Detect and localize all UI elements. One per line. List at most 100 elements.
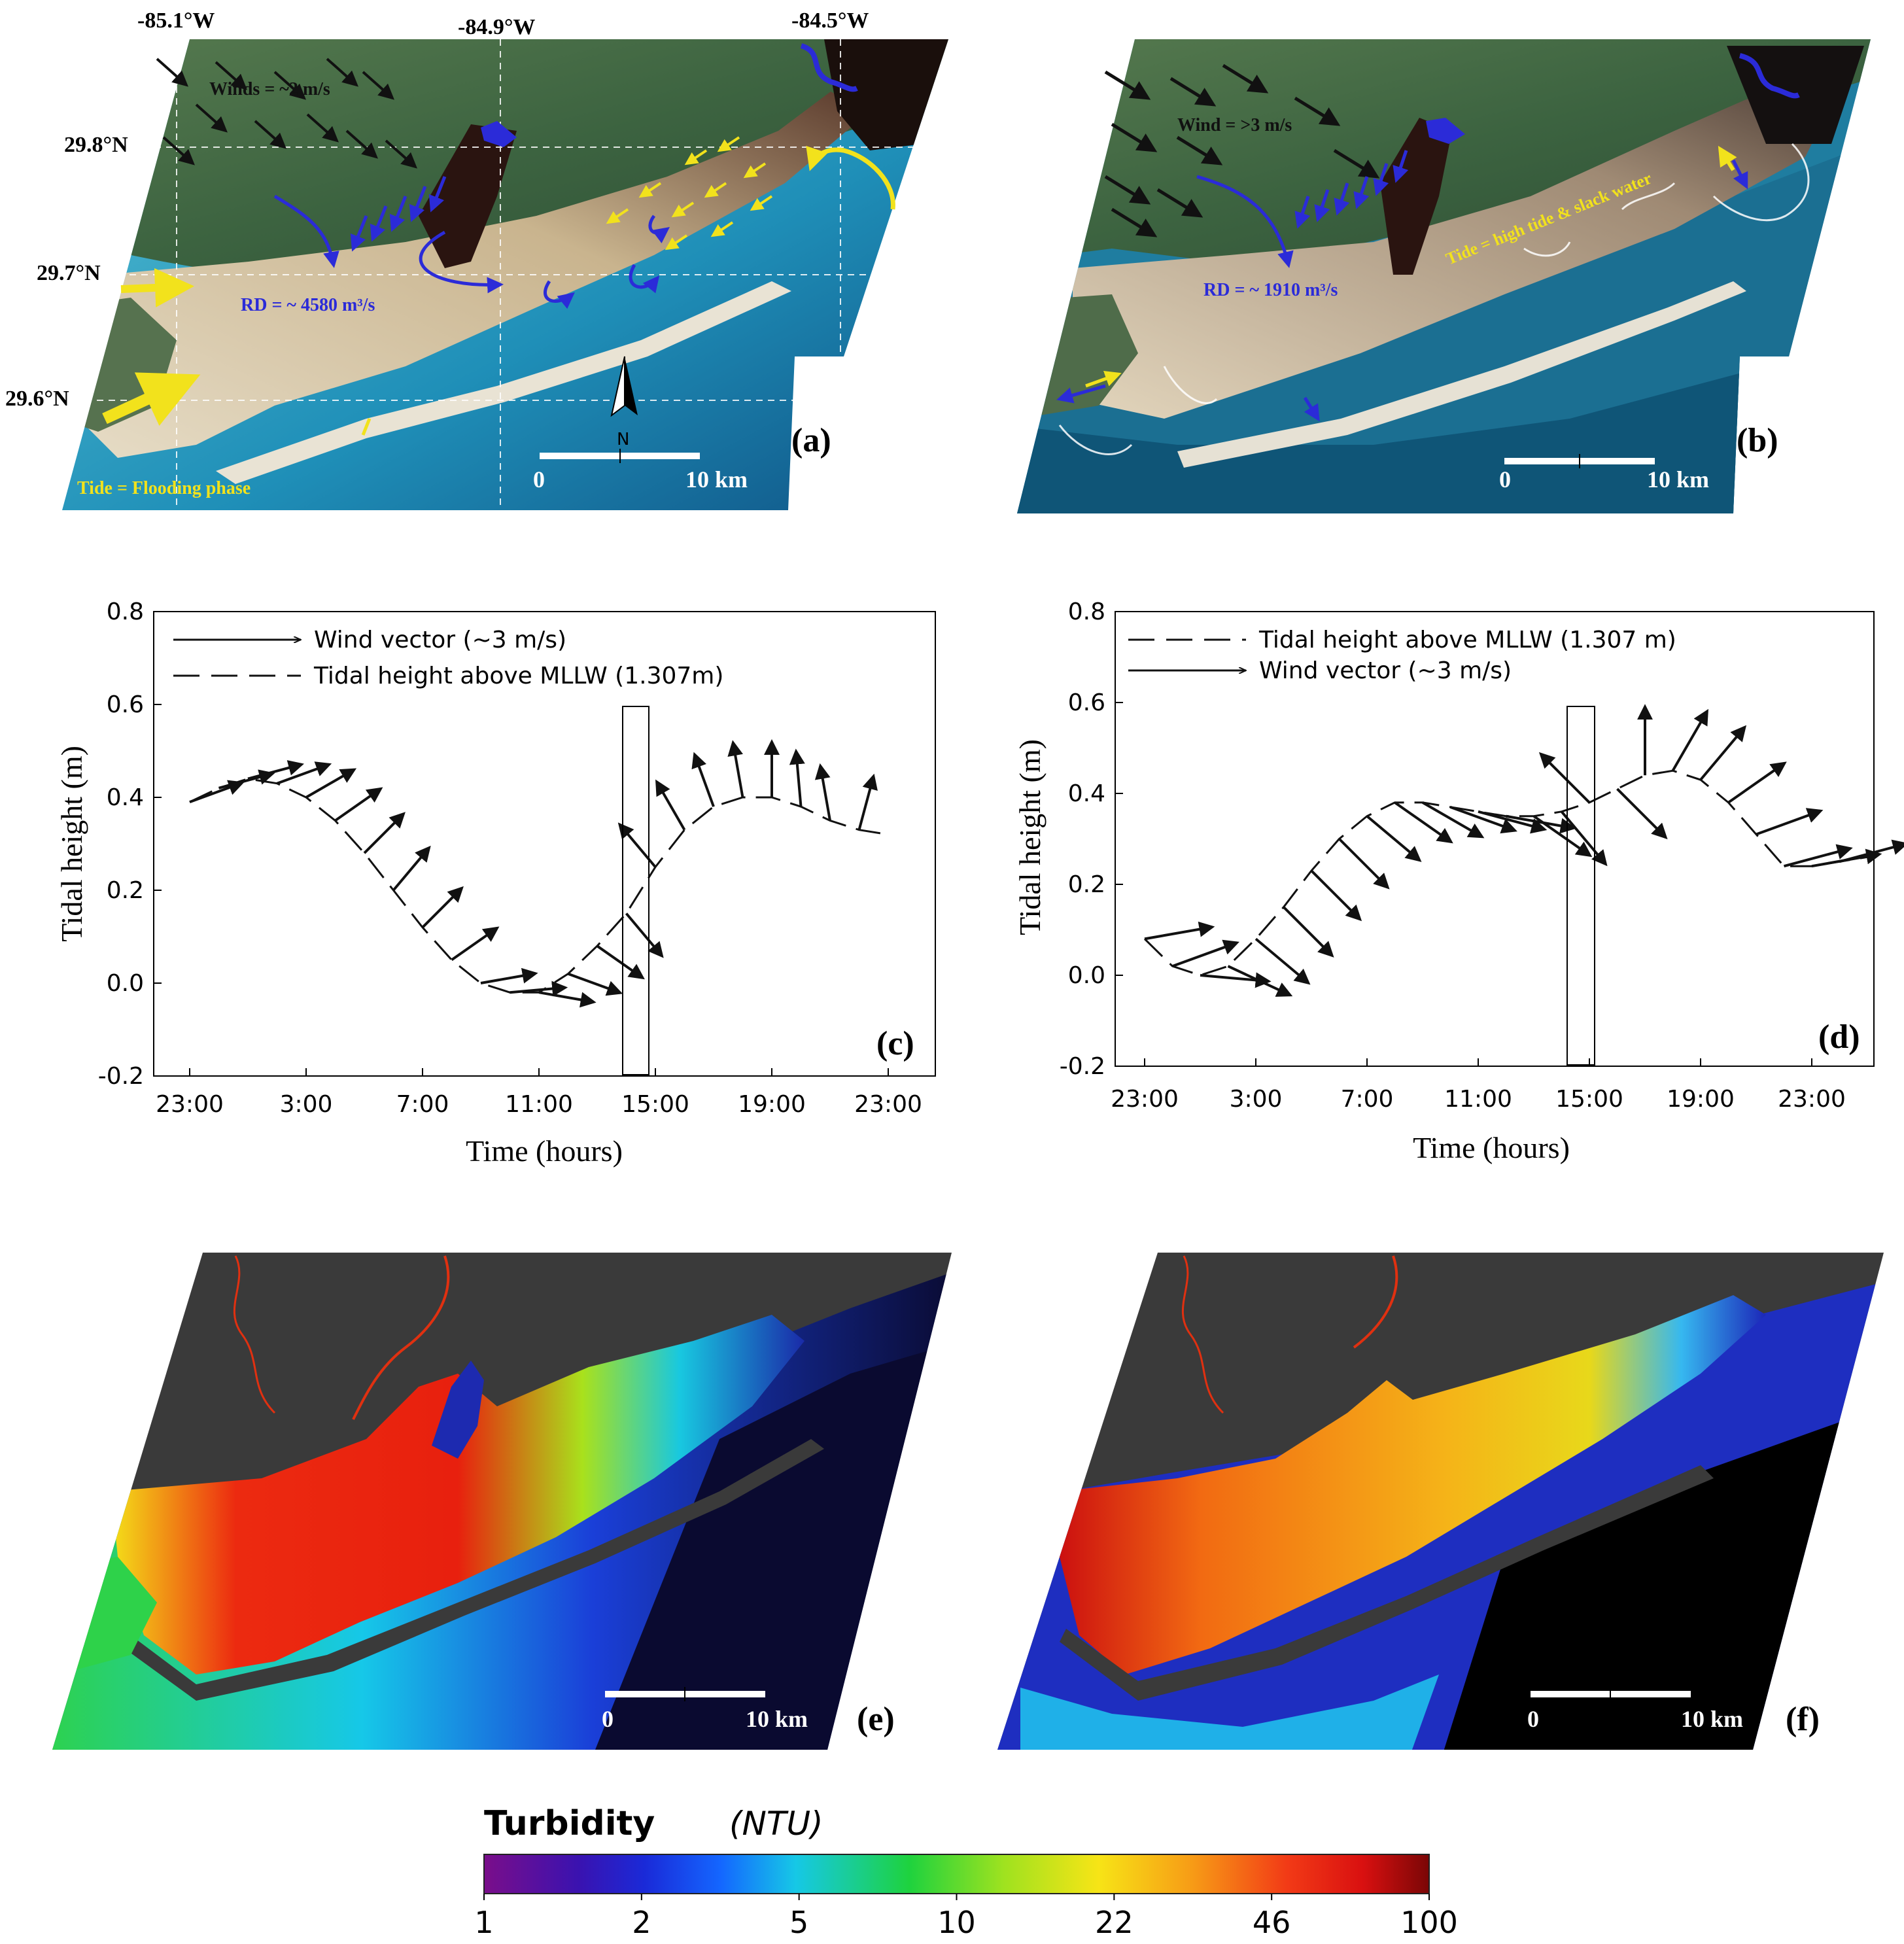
panel-a-tide-arrows <box>606 136 773 251</box>
panel-a-tide-arrow-small <box>361 418 372 436</box>
chart-c-wind-arrow <box>189 780 245 803</box>
chart-d-ytick-label: 0.0 <box>1068 962 1105 989</box>
chart-c-ytick-label: 0.8 <box>107 599 144 625</box>
chart-d-xtick-label: 15:00 <box>1555 1086 1623 1113</box>
chart-c-ylabel: Tidal height (m) <box>55 746 88 942</box>
panel-a-lat-label-2: 29.7°N <box>37 261 101 285</box>
chart-d-ylabel: Tidal height (m) <box>1013 739 1047 935</box>
chart-d-wind-arrow <box>1449 805 1517 834</box>
chart-d-highlight-box <box>1566 706 1595 1066</box>
panel-b-tide-arrow <box>1718 145 1737 171</box>
chart-d-ytick-label: 0.4 <box>1068 780 1105 807</box>
chart-c-xtick-label: 7:00 <box>396 1091 449 1118</box>
colorbar-tick-label: 22 <box>1095 1905 1134 1940</box>
panel-b-scale-end: 10 km <box>1647 466 1709 493</box>
chart-d-wind-arrow <box>1616 788 1668 840</box>
panel-b-letter: (b) <box>1737 422 1778 459</box>
panel-a-map <box>62 39 948 510</box>
panel-a-scale-start: 0 <box>533 466 545 493</box>
chart-d-wind-arrow <box>1839 839 1904 863</box>
panel-f-scale-end: 10 km <box>1681 1706 1743 1732</box>
panel-b-rd-label: RD = ~ 1910 m³/s <box>1203 280 1338 300</box>
chart-c-wind-arrow <box>625 912 664 958</box>
colorbar-tick-label: 1 <box>474 1905 493 1940</box>
chart-c-legend: Wind vector (~3 m/s) Tidal height above … <box>173 627 723 689</box>
chart-d-ticks: -0.2 0.0 0.2 0.4 0.6 0.8 23:00 3:00 7:00 11:00 15:… <box>1060 599 1846 1113</box>
chart-c-ytick-label: -0.2 <box>98 1063 144 1090</box>
chart-d-wind-arrow <box>1506 814 1576 834</box>
chart-c-highlight-box <box>622 706 649 1075</box>
panel-a-letter: (a) <box>791 422 831 459</box>
chart-d-legend: Tidal height above MLLW (1.307 m) Wind v… <box>1128 627 1676 684</box>
chart-d-wind-arrow <box>1283 906 1334 958</box>
chart-c-wind-arrow <box>480 967 538 984</box>
colorbar-ticks: 1 2 5 10 22 46 100 <box>474 1894 1458 1940</box>
panel-a-discharge-arrows <box>273 176 670 309</box>
chart-c-wind-arrow <box>727 740 744 798</box>
panel-b-river-blue <box>1426 118 1465 144</box>
colorbar-tick-label: 5 <box>789 1905 808 1940</box>
chart-d-tide-line <box>1143 769 1868 977</box>
chart-c-xtick-label: 19:00 <box>738 1091 806 1118</box>
chart-d-ytick-label: 0.2 <box>1068 871 1105 898</box>
chart-d-wind-arrow <box>1310 869 1362 922</box>
chart-c-wind-arrow <box>814 763 831 821</box>
chart-c-wind-arrow <box>363 812 406 854</box>
panel-b-plume-fronts <box>1058 143 1810 455</box>
chart-d-wind-arrow <box>1171 939 1239 967</box>
chart-d-xtick-label: 3:00 <box>1230 1086 1283 1113</box>
panel-f-turbidity-map <box>997 1253 1884 1750</box>
chart-d-xtick-label: 23:00 <box>1111 1086 1179 1113</box>
panel-b-discharge-arrows <box>1056 150 1748 422</box>
chart-d-wind-arrow <box>1227 965 1293 997</box>
chart-d-xtick-label: 7:00 <box>1341 1086 1394 1113</box>
chart-c-letter: (c) <box>876 1025 914 1062</box>
chart-c-wind-arrow <box>276 761 332 785</box>
colorbar-gradient <box>483 1854 1430 1894</box>
colorbar-tick-label: 2 <box>632 1905 651 1940</box>
chart-c-xtick-label: 15:00 <box>621 1091 689 1118</box>
panel-b-scale-bar <box>1504 454 1655 468</box>
chart-d-wind-arrow <box>1756 808 1824 836</box>
panel-b-wind-arrows <box>1104 63 1380 237</box>
panel-e-turbidity-map <box>52 1253 952 1750</box>
panel-e-scale-end: 10 km <box>746 1706 808 1732</box>
chart-d-wind-arrow <box>1338 838 1390 890</box>
chart-d-xtick-label: 23:00 <box>1778 1086 1846 1113</box>
panel-a-river-blue-east <box>800 43 858 92</box>
chart-c-wind-arrow <box>655 779 686 831</box>
chart-c-wind-arrow <box>510 981 568 997</box>
chart-d-legend-tide: Tidal height above MLLW (1.307 m) <box>1258 627 1676 653</box>
chart-d-plot-frame <box>1115 611 1875 1067</box>
chart-d: -0.2 0.0 0.2 0.4 0.6 0.8 23:00 3:00 7:00 11:00 15:… <box>1013 599 1904 1164</box>
panel-a-scale-end: 10 km <box>685 466 748 493</box>
chart-c-legend-tide: Tidal height above MLLW (1.307m) <box>313 663 723 689</box>
panel-a-rd-label: RD = ~ 4580 m³/s <box>241 295 375 315</box>
chart-c-wind-arrow <box>218 769 275 790</box>
panel-a-river-blue <box>481 121 517 147</box>
chart-c-tide-line <box>189 778 889 994</box>
panel-a-tide-label: Tide = Flooding phase <box>77 478 251 498</box>
chart-d-letter: (d) <box>1818 1018 1860 1056</box>
panel-a-lon-label-2: -84.9°W <box>458 15 535 39</box>
chart-c-xtick-label: 23:00 <box>156 1091 224 1118</box>
chart-d-xlabel: Time (hours) <box>1413 1131 1570 1164</box>
chart-d-ytick-label: 0.6 <box>1068 689 1105 716</box>
colorbar-tick-label: 100 <box>1400 1905 1458 1940</box>
chart-d-wind-arrow <box>1394 801 1453 844</box>
chart-c-wind-arrow <box>451 926 500 962</box>
panel-f-scale-bar <box>1531 1687 1691 1701</box>
panel-a-tide-inlet-arrow <box>806 145 895 210</box>
chart-d-wind-arrow <box>1255 937 1311 985</box>
chart-d-wind-arrow <box>1532 815 1593 858</box>
chart-c-xtick-label: 11:00 <box>505 1091 573 1118</box>
panel-a-lon-label-3: -84.5°W <box>791 9 869 33</box>
chart-c-wind-arrow <box>596 945 645 980</box>
chart-d-wind-arrow <box>1144 921 1215 941</box>
chart-c-ytick-label: 0.0 <box>107 970 144 997</box>
chart-c-wind-arrow <box>421 886 464 929</box>
chart-c-wind-arrow <box>691 752 715 807</box>
panel-e-scale-start: 0 <box>602 1706 614 1732</box>
chart-d-wind-arrow <box>1699 725 1747 781</box>
